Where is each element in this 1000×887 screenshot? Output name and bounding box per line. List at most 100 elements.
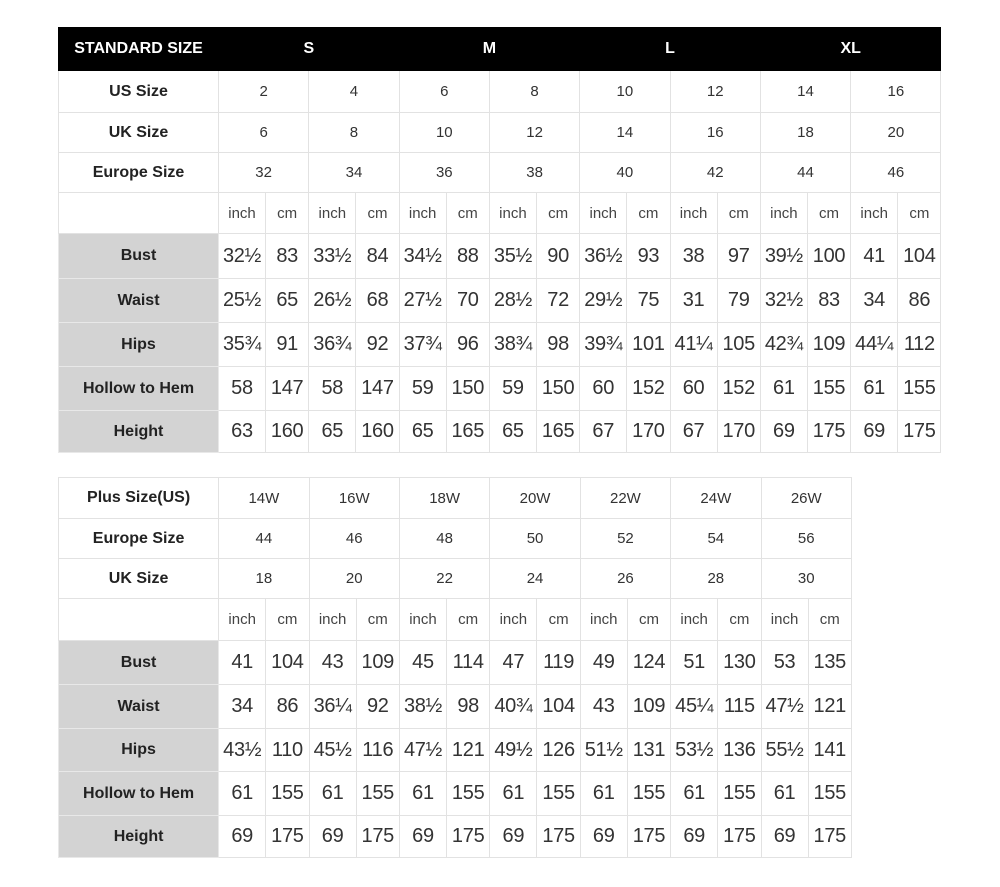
value-cm: 97 [716,233,761,279]
size-value: 10 [579,70,671,113]
value-inch: 60 [579,366,628,411]
value-cm: 175 [807,815,853,858]
unit-cm: cm [355,598,400,641]
value-cm: 175 [355,815,400,858]
value-inch: 69 [760,815,809,858]
value-cm: 104 [897,233,942,279]
value-inch: 49½ [489,728,538,772]
value-cm: 92 [355,684,400,729]
unit-cm: cm [445,598,491,641]
value-cm: 79 [716,278,761,323]
size-row: UK Size 6 8 10 12 14 16 18 20 [58,112,942,153]
size-value: 38 [488,152,581,193]
value-inch: 41 [218,640,267,685]
value-inch: 69 [398,815,448,858]
value-cm: 160 [264,410,310,453]
standard-size-table: STANDARD SIZE S M L XL US Size 2 4 6 8 10 12 14 16 UK … [58,27,942,453]
size-value: 44 [218,518,310,559]
value-cm: 96 [445,322,490,367]
size-group-xl: XL [759,27,942,71]
unit-cm: cm [806,192,852,234]
size-value: 6 [398,70,490,113]
value-inch: 28½ [488,278,537,323]
size-value: 42 [669,152,761,193]
size-value: 12 [488,112,581,153]
value-cm: 175 [717,815,762,858]
value-cm: 100 [806,233,852,279]
value-cm: 130 [717,640,762,685]
unit-inch: inch [579,192,628,234]
unit-inch: inch [398,192,447,234]
size-value: 26W [760,477,853,519]
value-cm: 155 [445,771,491,816]
value-inch: 42¾ [759,322,808,367]
unit-inch: inch [218,598,267,641]
unit-inch: inch [759,192,808,234]
unit-cm: cm [897,192,942,234]
value-cm: 160 [355,410,400,453]
value-inch: 53 [760,640,809,685]
size-value: 54 [670,518,762,559]
row-label: Hips [57,728,220,772]
value-inch: 37¾ [398,322,447,367]
size-value: 48 [398,518,491,559]
size-value: 28 [670,558,762,599]
size-value: 24W [670,477,762,519]
unit-inch: inch [489,598,538,641]
size-value: 50 [489,518,581,559]
unit-inch: inch [308,598,357,641]
value-cm: 175 [806,410,852,453]
row-label: Hollow to Hem [57,771,220,816]
value-inch: 40¾ [489,684,538,729]
value-cm: 104 [536,684,581,729]
value-inch: 44¼ [850,322,899,367]
value-inch: 39¾ [579,322,628,367]
value-inch: 49 [579,640,628,685]
value-cm: 104 [265,640,310,685]
value-inch: 67 [579,410,628,453]
header-row: STANDARD SIZE S M L XL [58,27,942,71]
row-label: Waist [57,684,220,729]
value-cm: 121 [807,684,853,729]
empty-cell [58,192,219,234]
unit-inch: inch [579,598,628,641]
unit-inch: inch [218,192,266,234]
value-inch: 67 [669,410,718,453]
value-cm: 141 [807,728,853,772]
value-inch: 29½ [579,278,628,323]
value-cm: 88 [445,233,490,279]
value-cm: 109 [626,684,672,729]
value-cm: 124 [626,640,672,685]
value-inch: 43 [308,640,357,685]
value-cm: 150 [535,366,581,411]
value-cm: 86 [265,684,310,729]
value-inch: 61 [579,771,628,816]
value-inch: 58 [308,366,357,411]
value-inch: 69 [579,815,628,858]
value-cm: 175 [626,815,672,858]
size-value: 34 [308,152,400,193]
size-value: 16 [850,70,942,113]
value-inch: 34 [218,684,267,729]
value-cm: 175 [897,410,942,453]
measurement-row: Waist 25½ 65 26½ 68 27½ 70 28½ 72 29½ 75 31 79 32½ 83 3… [58,278,942,323]
value-cm: 65 [264,278,310,323]
value-inch: 63 [218,410,266,453]
value-cm: 119 [536,640,581,685]
value-inch: 69 [218,815,267,858]
size-row: US Size 2 4 6 8 10 12 14 16 [58,70,942,113]
value-inch: 38½ [398,684,448,729]
size-value: 18 [759,112,852,153]
value-cm: 126 [536,728,581,772]
value-cm: 150 [445,366,490,411]
value-inch: 36¾ [308,322,357,367]
size-value: 12 [669,70,761,113]
value-cm: 135 [807,640,853,685]
size-value: 18 [218,558,310,599]
value-cm: 165 [535,410,581,453]
value-inch: 65 [398,410,447,453]
row-label: US Size [58,70,219,113]
row-label: Europe Size [57,518,220,559]
value-inch: 38 [669,233,718,279]
value-cm: 175 [265,815,310,858]
